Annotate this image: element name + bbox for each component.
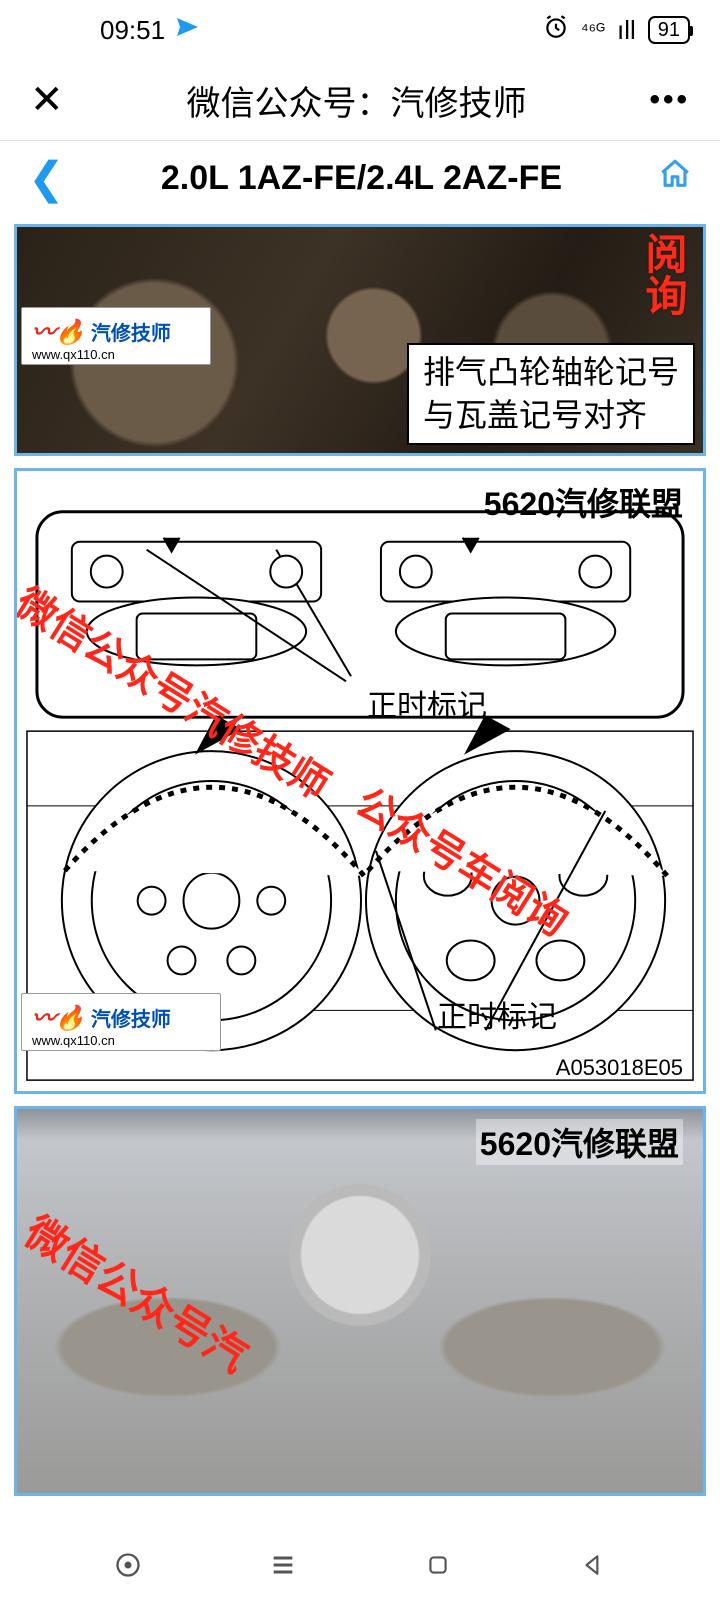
figure-diagram: 5620汽修联盟 正时标记 正时标记 A053018E05 微信公众号汽修技师 …	[14, 468, 706, 1094]
battery-indicator: 91	[648, 16, 690, 44]
location-icon	[175, 15, 199, 46]
logo-url: www.qx110.cn	[32, 1033, 210, 1048]
android-navbar	[0, 1530, 720, 1600]
article-header: ❮ 2.0L 1AZ-FE/2.4L 2AZ-FE	[0, 140, 720, 215]
figure-photo-1: 〰🔥 汽修技师 www.qx110.cn 阅询 排气凸轮轴轮记号 与瓦盖记号对齐	[14, 224, 706, 456]
webview-titlebar: ✕ 微信公众号：汽修技师 •••	[0, 60, 720, 140]
figure-photo-2: 5620汽修联盟 微信公众号汽	[14, 1106, 706, 1496]
photo2-watermark: 微信公众号汽	[15, 1199, 261, 1384]
side-watermark: 阅询	[632, 232, 693, 316]
back-icon[interactable]: ❮	[28, 153, 65, 204]
clock: 09:51	[100, 15, 165, 46]
article-title: 2.0L 1AZ-FE/2.4L 2AZ-FE	[161, 159, 562, 198]
battery-level: 91	[658, 19, 680, 42]
logo-url: www.qx110.cn	[32, 347, 200, 362]
diagram-code: A053018E05	[556, 1055, 683, 1081]
status-right: ⁴⁶ᴳ ıll 91	[543, 14, 690, 47]
nav-menu-icon[interactable]	[263, 1545, 303, 1585]
home-icon[interactable]	[658, 157, 692, 200]
network-label: ⁴⁶ᴳ	[581, 20, 605, 41]
flame-icon: 〰🔥	[29, 312, 89, 347]
logo-text: 汽修技师	[91, 1009, 171, 1031]
status-bar: 09:51 ⁴⁶ᴳ ıll 91	[0, 0, 720, 60]
nav-home-icon[interactable]	[418, 1545, 458, 1585]
close-icon[interactable]: ✕	[30, 80, 64, 120]
source-logo-1: 〰🔥 汽修技师 www.qx110.cn	[21, 307, 211, 365]
photo2-title: 5620汽修联盟	[476, 1119, 683, 1165]
signal-icon: ıll	[617, 15, 636, 46]
caption-box: 排气凸轮轴轮记号 与瓦盖记号对齐	[407, 343, 695, 445]
nav-back-icon[interactable]	[573, 1545, 613, 1585]
logo-text: 汽修技师	[91, 323, 171, 345]
diagram-title: 5620汽修联盟	[484, 479, 683, 525]
nav-recents-icon[interactable]	[108, 1545, 148, 1585]
cylinder-head-photo: 5620汽修联盟 微信公众号汽	[17, 1109, 703, 1493]
flame-icon: 〰🔥	[29, 998, 89, 1033]
caption-line-1: 排气凸轮轴轮记号	[423, 351, 679, 394]
page-title: 微信公众号：汽修技师	[187, 76, 527, 125]
source-logo-2: 〰🔥 汽修技师 www.qx110.cn	[21, 993, 221, 1051]
article-content[interactable]: 〰🔥 汽修技师 www.qx110.cn 阅询 排气凸轮轴轮记号 与瓦盖记号对齐	[0, 220, 720, 1530]
status-left: 09:51	[100, 15, 199, 46]
timing-mark-label-bottom: 正时标记	[437, 992, 557, 1036]
timing-mark-label-top: 正时标记	[367, 681, 487, 725]
engine-photo: 〰🔥 汽修技师 www.qx110.cn 阅询 排气凸轮轴轮记号 与瓦盖记号对齐	[17, 227, 703, 453]
alarm-icon	[543, 14, 569, 47]
more-icon[interactable]: •••	[649, 83, 690, 117]
caption-line-2: 与瓦盖记号对齐	[423, 394, 679, 437]
